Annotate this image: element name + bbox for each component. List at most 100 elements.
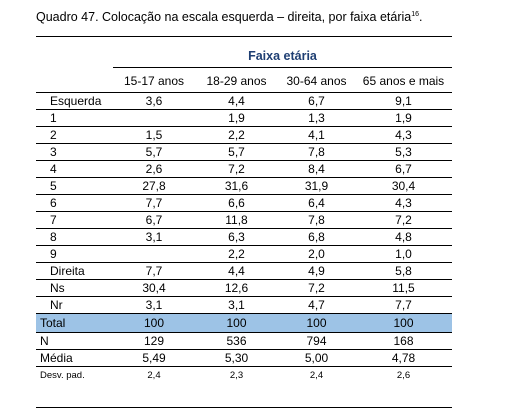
table-cell: 536 <box>195 332 278 350</box>
row-label: Ns <box>36 279 113 297</box>
row-label: 6 <box>36 194 113 212</box>
table-row: Esquerda 3,6 4,4 6,7 9,1 <box>36 92 452 110</box>
table-cell: 2,4 <box>309 369 324 381</box>
column-header: 18-29 anos <box>195 70 278 93</box>
table-frame: Faixa etária 15-17 anos 18-29 anos 30-64… <box>36 36 452 408</box>
table-cell: 168 <box>355 332 452 350</box>
group-header: Faixa etária <box>248 49 317 63</box>
table-cell: 3,1 <box>195 296 278 314</box>
table-row: N 129 536 794 168 <box>36 332 452 350</box>
row-label: 2 <box>36 126 113 144</box>
table-row: Média 5,49 5,30 5,00 4,78 <box>36 349 452 367</box>
table-cell: 11,5 <box>355 279 452 297</box>
table-cell: 4,4 <box>195 92 278 110</box>
table-cell: 4,7 <box>278 296 355 314</box>
table-cell: 7,7 <box>113 262 195 280</box>
table-cell: 1,5 <box>113 126 195 144</box>
data-table: 15-17 anos 18-29 anos 30-64 anos 65 anos… <box>36 70 452 383</box>
table-row: 6 7,7 6,6 6,4 4,3 <box>36 194 452 212</box>
table-cell: 6,7 <box>355 160 452 178</box>
table-cell: 2,6 <box>113 160 195 178</box>
row-label: Média <box>36 349 113 367</box>
table-cell: 2,6 <box>396 369 411 381</box>
row-label: Esquerda <box>36 92 113 110</box>
table-cell: 7,8 <box>278 143 355 161</box>
column-header-row: 15-17 anos 18-29 anos 30-64 anos 65 anos… <box>36 70 452 93</box>
table-cell: 6,7 <box>278 92 355 110</box>
row-label: 7 <box>36 211 113 229</box>
table-cell: 5,7 <box>113 143 195 161</box>
table-cell: 4,78 <box>355 349 452 367</box>
table-cell: 6,6 <box>195 194 278 212</box>
table-cell: 12,6 <box>195 279 278 297</box>
table-cell: 2,2 <box>195 126 278 144</box>
table-cell: 31,9 <box>278 177 355 195</box>
caption-trailing: . <box>419 10 423 24</box>
table-cell: 5,00 <box>278 349 355 367</box>
table-cell: 11,8 <box>195 211 278 229</box>
table-cell <box>113 245 195 263</box>
table-cell: 3,1 <box>113 296 195 314</box>
row-label: 4 <box>36 160 113 178</box>
table-row: 1 1,9 1,3 1,9 <box>36 109 452 127</box>
table-cell: 3,1 <box>113 228 195 246</box>
table-body: Esquerda 3,6 4,4 6,7 9,1 1 1,9 1,3 1,9 2 1,5 2,2 4,1… <box>36 92 452 384</box>
column-header: 30-64 anos <box>278 70 355 93</box>
table-cell: 6,3 <box>195 228 278 246</box>
table-cell: 1,9 <box>355 109 452 127</box>
table-row: Ns 30,4 12,6 7,2 11,5 <box>36 279 452 297</box>
table-row: 7 6,7 11,8 7,8 7,2 <box>36 211 452 229</box>
table-cell: 2,3 <box>229 369 244 381</box>
table-cell: 2,4 <box>147 369 161 381</box>
table-row: 4 2,6 7,2 8,4 6,7 <box>36 160 452 178</box>
row-label: 8 <box>36 228 113 246</box>
row-label: Total <box>36 313 113 333</box>
table-cell: 7,7 <box>355 296 452 314</box>
table-cell: 100 <box>195 313 278 333</box>
table-cell: 31,6 <box>195 177 278 195</box>
table-cell <box>113 109 195 127</box>
row-label: Direita <box>36 262 113 280</box>
table-cell: 4,3 <box>355 126 452 144</box>
row-label: 3 <box>36 143 113 161</box>
table-row: Nr 3,1 3,1 4,7 7,7 <box>36 296 452 314</box>
table-row: 2 1,5 2,2 4,1 4,3 <box>36 126 452 144</box>
table-cell: 5,49 <box>113 349 195 367</box>
table-cell: 2,0 <box>278 245 355 263</box>
row-label: 5 <box>36 177 113 195</box>
table-cell: 4,4 <box>195 262 278 280</box>
table-cell: 30,4 <box>355 177 452 195</box>
table-row: Total 100 100 100 100 <box>36 313 452 333</box>
table-cell: 3,6 <box>113 92 195 110</box>
table-cell: 100 <box>355 313 452 333</box>
table-row: 5 27,8 31,6 31,9 30,4 <box>36 177 452 195</box>
table-cell: 4,9 <box>278 262 355 280</box>
row-label: 9 <box>36 245 113 263</box>
table-cell: 8,4 <box>278 160 355 178</box>
table-cell: 6,7 <box>113 211 195 229</box>
row-label: Desv. pad. <box>40 369 85 381</box>
table-cell: 5,8 <box>355 262 452 280</box>
table-cell: 4,1 <box>278 126 355 144</box>
caption-text: Quadro 47. Colocação na escala esquerda … <box>36 10 412 24</box>
row-label: 1 <box>36 109 113 127</box>
table-cell: 7,8 <box>278 211 355 229</box>
table-cell: 4,3 <box>355 194 452 212</box>
table-cell: 1,0 <box>355 245 452 263</box>
column-header: 65 anos e mais <box>355 70 452 93</box>
table-cell: 1,3 <box>278 109 355 127</box>
row-label: N <box>36 332 113 350</box>
table-cell: 9,1 <box>355 92 452 110</box>
row-label: Nr <box>36 296 113 314</box>
table-cell: 27,8 <box>113 177 195 195</box>
table-cell: 30,4 <box>113 279 195 297</box>
table-cell: 100 <box>113 313 195 333</box>
table-cell: 5,30 <box>195 349 278 367</box>
table-cell: 7,2 <box>278 279 355 297</box>
table-cell: 6,8 <box>278 228 355 246</box>
table-cell: 794 <box>278 332 355 350</box>
table-row: 3 5,7 5,7 7,8 5,3 <box>36 143 452 161</box>
column-header: 15-17 anos <box>113 70 195 93</box>
table-caption: Quadro 47. Colocação na escala esquerda … <box>36 10 423 24</box>
table-cell: 7,2 <box>195 160 278 178</box>
